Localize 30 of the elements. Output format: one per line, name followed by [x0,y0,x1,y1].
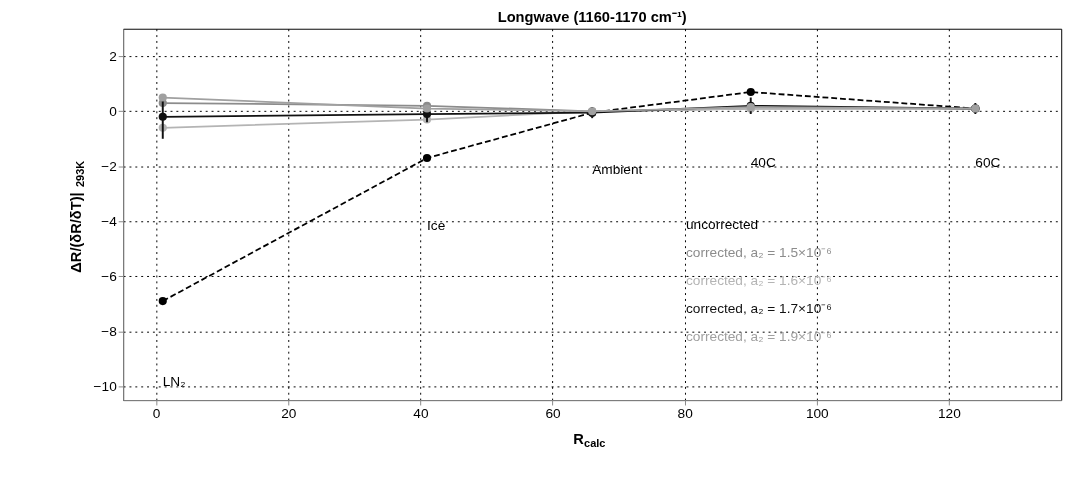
annotation: 40C [750,154,776,170]
annotation: Ambient [592,162,643,178]
x-tick-label: 100 [805,406,830,422]
y-tick-label: −4 [101,213,118,229]
text: uncorrected [685,217,759,233]
annotation: Ice [427,218,446,234]
x-tick-label: 120 [938,406,962,422]
x-tick-label: 60 [545,406,562,422]
x-tick-label: 40 [413,406,429,422]
y-tick-label: −2 [101,158,117,174]
y-tick-label: 2 [109,48,117,64]
point [158,296,167,306]
annotation: 60C [975,154,1001,170]
text: corrected, a₂ = 1.7×10⁻⁶ [685,301,832,317]
text: corrected, a₂ = 1.9×10⁻⁶ [685,328,832,344]
y-tick-label: 0 [109,103,118,119]
point [158,93,167,102]
text: corrected, a₂ = 1.6×10⁻⁶ [685,273,832,289]
y-axis-title: ΔR/(δR/δT)|293K [68,160,87,273]
point [746,87,755,97]
y-tick-label: −10 [93,378,118,394]
chart-title: Longwave (1160-1170 cm⁻¹) [497,8,687,25]
x-tick-label: 80 [677,406,694,422]
y-tick-label: −6 [101,268,117,284]
x-tick-label: 20 [281,406,297,422]
annotation: LN₂ [162,374,186,390]
x-tick-label: 0 [152,406,161,422]
y-tick-label: −8 [101,323,118,339]
text: corrected, a₂ = 1.5×10⁻⁶ [685,245,832,261]
point [422,153,432,163]
